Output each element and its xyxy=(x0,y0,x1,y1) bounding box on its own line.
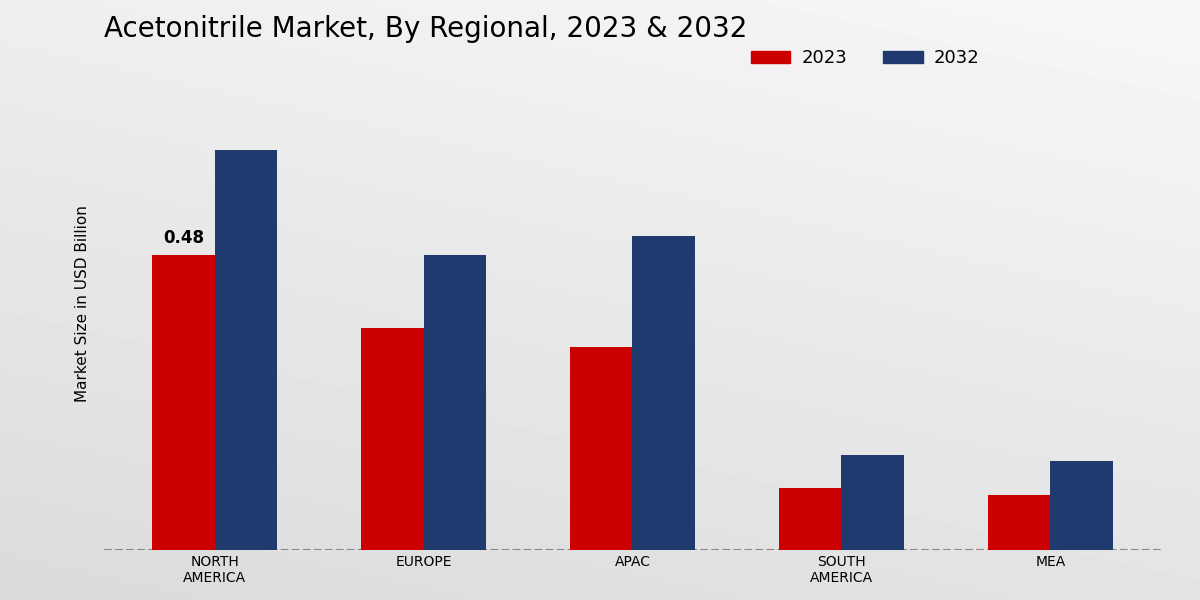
Bar xyxy=(570,347,632,550)
Bar xyxy=(779,488,841,550)
Bar xyxy=(632,236,695,550)
Legend: 2023, 2032: 2023, 2032 xyxy=(744,42,986,75)
Text: 0.48: 0.48 xyxy=(163,229,204,247)
Bar xyxy=(215,150,277,550)
Bar xyxy=(361,328,424,550)
Bar xyxy=(152,254,215,550)
Bar xyxy=(841,455,904,550)
Text: Acetonitrile Market, By Regional, 2023 & 2032: Acetonitrile Market, By Regional, 2023 &… xyxy=(104,15,748,43)
Bar xyxy=(1050,461,1112,550)
Bar xyxy=(988,494,1050,550)
Y-axis label: Market Size in USD Billion: Market Size in USD Billion xyxy=(76,205,90,403)
Bar xyxy=(424,254,486,550)
